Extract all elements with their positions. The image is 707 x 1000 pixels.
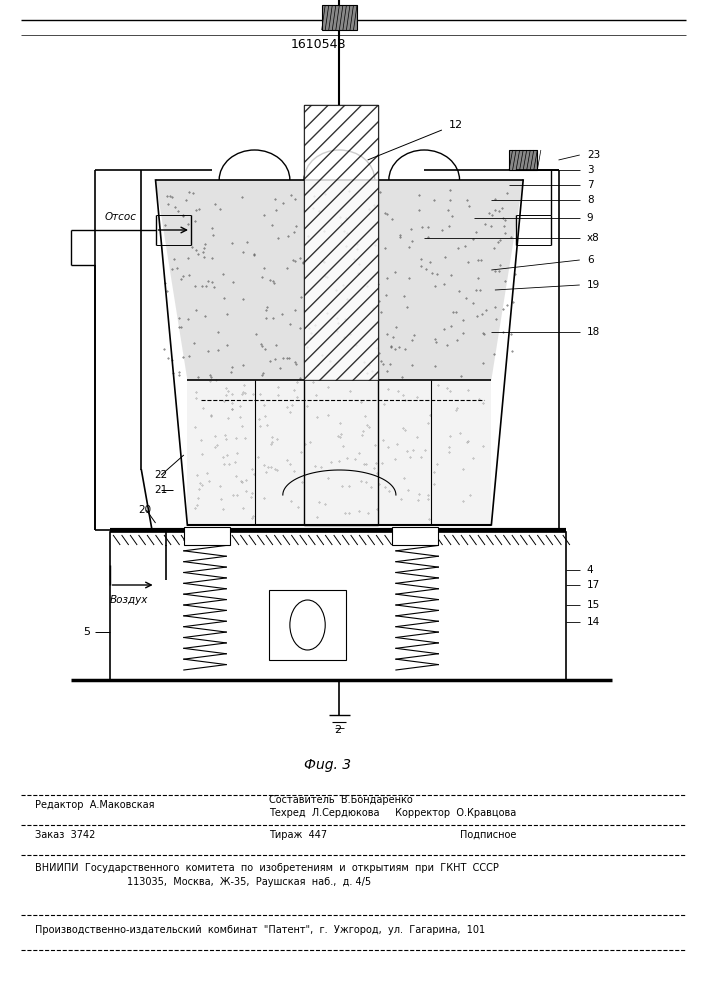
- Text: 2: 2: [334, 725, 341, 735]
- Text: Подписное: Подписное: [460, 830, 516, 840]
- Text: Производственно-издательский  комбинат  "Патент",  г.  Ужгород,  ул.  Гагарина, : Производственно-издательский комбинат "П…: [35, 925, 486, 935]
- Bar: [110, 532, 566, 680]
- Text: 19: 19: [587, 280, 600, 290]
- Text: 21: 21: [154, 485, 168, 495]
- Text: 12: 12: [449, 120, 463, 130]
- Text: Техред  Л.Сердюкова     Корректор  О.Кравцова: Техред Л.Сердюкова Корректор О.Кравцова: [269, 808, 516, 818]
- Polygon shape: [156, 180, 523, 380]
- Bar: [392, 527, 438, 545]
- Text: 17: 17: [587, 580, 600, 590]
- Bar: [509, 150, 537, 170]
- Text: Составитель  В.Бондаренко: Составитель В.Бондаренко: [269, 795, 412, 805]
- Text: 18: 18: [587, 327, 600, 337]
- Text: Воздух: Воздух: [110, 595, 148, 605]
- Text: 7: 7: [587, 180, 593, 190]
- Text: Отсос: Отсос: [105, 212, 136, 222]
- Text: 20: 20: [138, 505, 151, 515]
- Text: 15: 15: [587, 600, 600, 610]
- Text: 3: 3: [587, 165, 593, 175]
- Text: Заказ  3742: Заказ 3742: [35, 830, 95, 840]
- Text: 22: 22: [154, 470, 168, 480]
- Text: 5: 5: [83, 627, 90, 637]
- Bar: [304, 105, 378, 525]
- Text: Тираж  447: Тираж 447: [269, 830, 327, 840]
- Text: 14: 14: [587, 617, 600, 627]
- Text: 113035,  Москва,  Ж-35,  Раушская  наб.,  д. 4/5: 113035, Москва, Ж-35, Раушская наб., д. …: [127, 877, 371, 887]
- Bar: [304, 105, 378, 380]
- Text: Редактор  А.Маковская: Редактор А.Маковская: [35, 800, 155, 810]
- Text: 9: 9: [587, 213, 593, 223]
- Text: 23: 23: [587, 150, 600, 160]
- Text: ВНИИПИ  Государственного  комитета  по  изобретениям  и  открытиям  при  ГКНТ  С: ВНИИПИ Государственного комитета по изоб…: [35, 863, 499, 873]
- Bar: [269, 590, 346, 660]
- Polygon shape: [187, 380, 491, 525]
- Text: Фug. 3: Фug. 3: [304, 758, 351, 772]
- Text: 1610548: 1610548: [291, 38, 346, 51]
- Bar: [184, 527, 230, 545]
- Text: x8: x8: [587, 233, 600, 243]
- Text: 8: 8: [587, 195, 593, 205]
- Bar: [322, 5, 357, 30]
- Text: 4: 4: [587, 565, 593, 575]
- Text: 6: 6: [587, 255, 593, 265]
